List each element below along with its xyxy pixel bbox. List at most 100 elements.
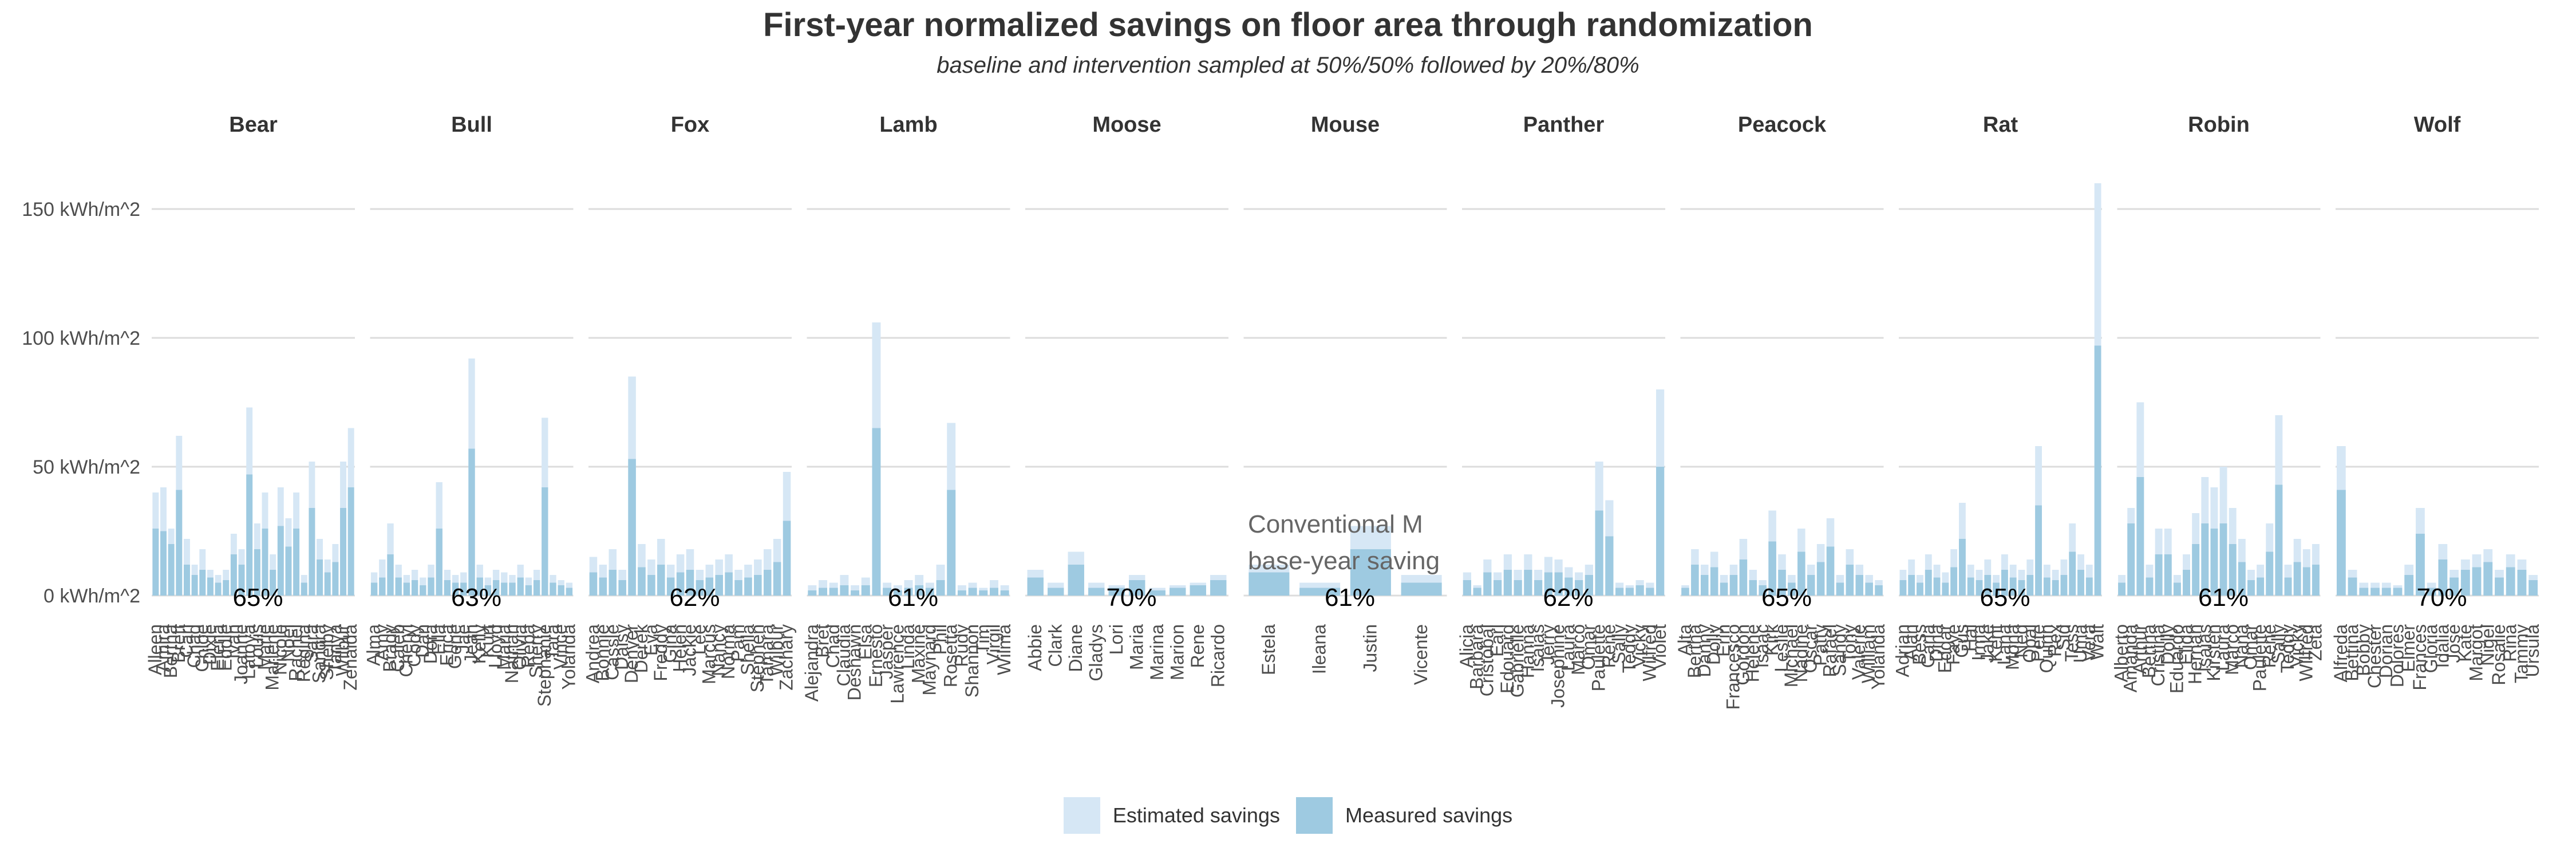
x-tick-label: Wilma xyxy=(994,624,1014,675)
bar-measured xyxy=(808,590,817,596)
x-tick-label: Lloyd xyxy=(485,624,506,668)
bar-measured xyxy=(238,565,245,596)
x-tick-label: Gladys xyxy=(1085,624,1106,681)
bar-measured xyxy=(1993,582,2000,596)
bar-measured xyxy=(340,508,346,596)
bar-measured xyxy=(925,588,934,596)
bar-measured xyxy=(1514,580,1522,596)
x-tick-label: Pam xyxy=(728,624,748,662)
bar-measured xyxy=(1129,580,1145,596)
x-tick-label: Jae xyxy=(453,624,473,654)
x-tick-label: Dolores xyxy=(2387,624,2407,687)
x-tick-label: Gina xyxy=(660,624,681,663)
x-tick-label: Alicia xyxy=(1456,624,1477,668)
bar-measured xyxy=(2302,567,2310,596)
bar-measured xyxy=(2293,562,2301,596)
legend-label-measured: Measured savings xyxy=(1345,803,1513,827)
x-tick-label: Freddy xyxy=(650,624,671,681)
x-tick-label: Kelly xyxy=(469,624,489,664)
bar-measured xyxy=(1942,582,1949,596)
bar-measured xyxy=(1585,575,1593,596)
bar-measured xyxy=(1068,565,1084,596)
x-tick-label: Helene xyxy=(1742,624,1763,682)
bar-measured xyxy=(968,588,977,596)
x-tick-label: Nicole xyxy=(270,624,290,675)
x-tick-label: Dolly xyxy=(1704,624,1724,665)
x-tick-label: Jackie xyxy=(679,624,700,676)
bar-measured xyxy=(1759,585,1767,596)
x-tick-label: Dorian xyxy=(2376,624,2396,678)
bar-measured xyxy=(428,577,434,596)
bar-measured xyxy=(1503,570,1512,596)
bar-measured xyxy=(1656,467,1665,596)
bar-measured xyxy=(1788,582,1796,596)
y-tick-label: 0 kWh/m^2 xyxy=(44,585,140,607)
x-tick-label: Tess xyxy=(2061,624,2082,662)
bar-measured xyxy=(207,577,214,596)
x-tick-label: Laura xyxy=(2212,624,2233,671)
bar-measured xyxy=(1625,588,1634,596)
x-tick-label: Joanne xyxy=(231,624,251,684)
panel-percentage: 65% xyxy=(1980,584,2030,612)
x-tick-label: Oscar xyxy=(1800,624,1821,673)
x-tick-label: Jake xyxy=(1977,624,1997,663)
x-tick-label: Deshawn xyxy=(844,624,865,700)
bar-measured xyxy=(285,546,292,596)
panel-percentage: 62% xyxy=(669,584,720,612)
bar-measured xyxy=(370,582,378,596)
x-tick-label: Nadine xyxy=(1791,624,1811,682)
x-tick-label: Regina xyxy=(293,624,314,683)
bar-measured xyxy=(763,570,772,596)
x-tick-label: Kent xyxy=(1985,624,2006,662)
panel-percentage: 65% xyxy=(232,584,283,612)
x-tick-label: Rudy xyxy=(951,624,971,667)
bar-measured xyxy=(550,582,556,596)
bar-measured xyxy=(1463,580,1471,596)
bar-measured xyxy=(293,529,300,596)
x-tick-label: Amy xyxy=(372,624,392,661)
x-tick-label: Vicky xyxy=(1629,624,1650,668)
x-tick-label: Earl xyxy=(1487,624,1507,657)
x-tick-label: Rene xyxy=(1598,624,1619,668)
chart-subtitle: baseline and intervention sampled at 50%… xyxy=(937,53,1639,78)
bar-measured xyxy=(2219,523,2227,596)
x-tick-label: Linda xyxy=(898,624,918,669)
bar-measured xyxy=(1170,588,1186,596)
bar-measured xyxy=(301,582,307,596)
bar-measured xyxy=(647,575,655,596)
bar-measured xyxy=(1925,570,1932,596)
bar-measured xyxy=(2085,577,2093,596)
x-tick-label: Rachel xyxy=(286,624,306,681)
bar-measured xyxy=(2238,562,2246,596)
x-tick-label: Teddy xyxy=(1619,624,1639,673)
x-tick-label: Chester xyxy=(2364,624,2385,688)
panel-percentage: 70% xyxy=(1106,584,1156,612)
x-tick-label: Marion xyxy=(1167,624,1187,680)
bar-measured xyxy=(1739,559,1748,596)
x-tick-label: Ursula xyxy=(2522,624,2543,677)
x-tick-label: Abbie xyxy=(1025,624,1045,671)
panel-percentage: 70% xyxy=(2416,584,2467,612)
x-tick-label: Bret xyxy=(812,624,833,658)
x-tick-label: Gene xyxy=(445,624,465,669)
bar-measured xyxy=(468,448,475,596)
x-tick-label: Ileana xyxy=(1309,624,1330,674)
bar-measured xyxy=(2275,484,2283,596)
x-tick-label: Vicente xyxy=(1411,624,1431,685)
bar-measured xyxy=(904,588,913,596)
x-tick-label: Arthur xyxy=(2129,624,2150,674)
bar-measured xyxy=(2192,544,2200,596)
bar-measured xyxy=(1575,580,1583,596)
bar-measured xyxy=(168,544,175,596)
x-tick-label: Dolly xyxy=(2157,624,2178,665)
bar-measured xyxy=(309,508,315,596)
bar-measured xyxy=(1483,572,1492,596)
x-tick-label: Hanna xyxy=(1517,624,1538,679)
bar-measured xyxy=(1729,575,1738,596)
bar-measured xyxy=(509,582,516,596)
x-tick-label: Edouard xyxy=(1497,624,1518,693)
bar-measured xyxy=(525,585,532,596)
x-tick-label: Patty xyxy=(1810,624,1831,666)
x-tick-label: Stephen xyxy=(747,624,768,692)
x-tick-label: Ivan xyxy=(223,624,243,659)
